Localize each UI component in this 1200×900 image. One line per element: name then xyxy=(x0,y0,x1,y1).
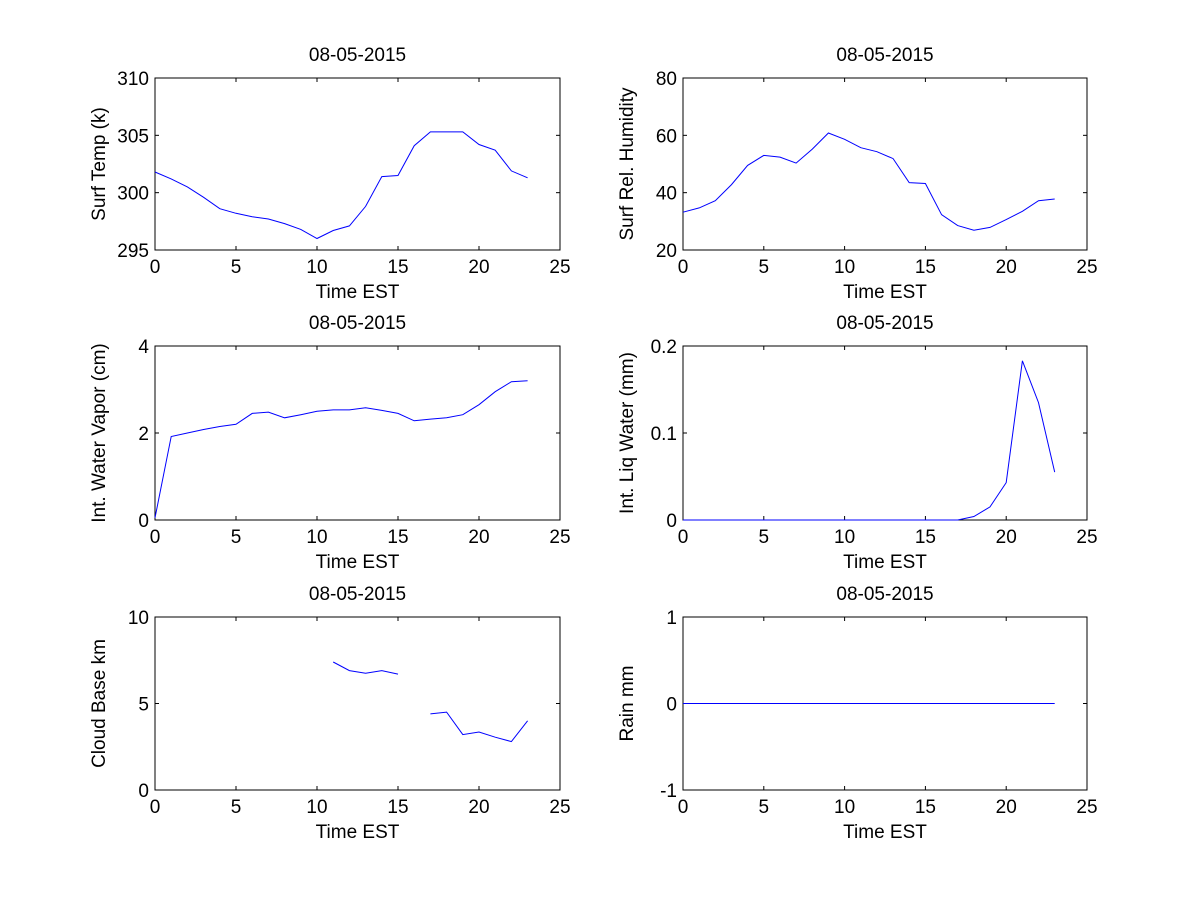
x-tick-label: 20 xyxy=(996,797,1017,818)
y-tick-label: 10 xyxy=(128,608,149,629)
y-tick-label: 0.2 xyxy=(651,337,677,358)
x-axis-label: Time EST xyxy=(316,552,400,573)
y-axis-label: Int. Water Vapor (cm) xyxy=(89,343,110,522)
x-tick-label: 5 xyxy=(759,527,770,548)
y-axis-label: Surf Rel. Humidity xyxy=(617,87,638,241)
y-tick-label: 40 xyxy=(656,184,677,205)
x-tick-label: 15 xyxy=(915,257,936,278)
y-tick-label: 1 xyxy=(666,608,677,629)
x-tick-label: 0 xyxy=(150,797,161,818)
series-line xyxy=(683,360,1056,521)
x-tick-label: 15 xyxy=(915,797,936,818)
axes-frame xyxy=(154,616,561,791)
y-tick-label: 0 xyxy=(138,781,149,802)
y-tick-label: 20 xyxy=(656,241,677,262)
x-axis-label: Time EST xyxy=(843,282,927,303)
x-tick-label: 20 xyxy=(996,527,1017,548)
x-tick-label: 20 xyxy=(996,257,1017,278)
x-tick-label: 20 xyxy=(468,527,489,548)
y-axis-label: Rain mm xyxy=(617,665,638,741)
x-tick-label: 25 xyxy=(549,257,570,278)
x-tick-label: 20 xyxy=(468,257,489,278)
x-tick-label: 15 xyxy=(387,257,408,278)
x-tick-label: 15 xyxy=(915,527,936,548)
y-tick-label: 80 xyxy=(656,69,677,90)
subplot-3: 0 5 10 15 20 25 0 2 4 08-05-2015 Time EST Int. Wate… xyxy=(89,313,571,573)
y-tick-label: 2 xyxy=(138,424,149,445)
y-tick-label: 5 xyxy=(138,695,149,716)
x-axis-label: Time EST xyxy=(316,822,400,843)
x-tick-label: 10 xyxy=(306,527,327,548)
x-tick-label: 0 xyxy=(150,527,161,548)
x-tick-label: 5 xyxy=(759,797,770,818)
x-axis-label: Time EST xyxy=(843,822,927,843)
x-tick-label: 5 xyxy=(759,257,770,278)
subplot-5: 0 5 10 15 20 25 0 5 10 08-05-2015 Time EST Cloud Ba… xyxy=(89,584,571,843)
y-tick-label: 300 xyxy=(117,184,149,205)
series-line xyxy=(332,661,399,675)
x-tick-label: 25 xyxy=(549,527,570,548)
x-tick-label: 15 xyxy=(387,797,408,818)
subplot-4: 0 5 10 15 20 25 0 0.1 0.2 08-05-2015 Time EST Int. … xyxy=(617,313,1098,573)
subplot-title: 08-05-2015 xyxy=(309,313,406,334)
y-tick-label: 0 xyxy=(666,695,677,716)
x-tick-label: 0 xyxy=(678,797,689,818)
subplot-title: 08-05-2015 xyxy=(836,45,933,66)
axes-frame xyxy=(154,77,561,251)
x-tick-label: 5 xyxy=(231,527,242,548)
x-tick-label: 10 xyxy=(306,797,327,818)
x-tick-label: 25 xyxy=(1076,797,1097,818)
subplot-title: 08-05-2015 xyxy=(836,313,933,334)
y-tick-label: -1 xyxy=(660,781,677,802)
series-line xyxy=(154,131,528,240)
x-tick-label: 10 xyxy=(834,527,855,548)
x-tick-label: 25 xyxy=(1076,527,1097,548)
axes-frame xyxy=(154,345,561,521)
subplot-title: 08-05-2015 xyxy=(836,584,933,605)
series-line xyxy=(682,132,1055,231)
y-axis-label: Surf Temp (k) xyxy=(89,107,110,221)
x-tick-label: 0 xyxy=(678,527,689,548)
x-tick-label: 5 xyxy=(231,797,242,818)
y-tick-label: 0.1 xyxy=(651,424,677,445)
subplot-1: 0 5 10 15 20 25 295 300 305 310 08-05-2015 Time EST… xyxy=(89,45,571,303)
x-tick-label: 20 xyxy=(468,797,489,818)
subplot-2: 0 5 10 15 20 25 20 40 60 80 08-05-2015 Time EST Surf… xyxy=(617,45,1098,303)
y-tick-label: 0 xyxy=(138,511,149,532)
y-tick-label: 305 xyxy=(117,126,149,147)
x-tick-label: 15 xyxy=(387,527,408,548)
y-axis-label: Cloud Base km xyxy=(89,639,110,768)
series-line xyxy=(154,380,528,518)
subplot-title: 08-05-2015 xyxy=(309,45,406,66)
x-tick-label: 10 xyxy=(834,257,855,278)
x-tick-label: 10 xyxy=(834,797,855,818)
x-tick-label: 0 xyxy=(150,257,161,278)
x-tick-label: 0 xyxy=(678,257,689,278)
y-tick-label: 0 xyxy=(666,511,677,532)
x-tick-label: 10 xyxy=(306,257,327,278)
axes-frame xyxy=(682,345,1088,521)
x-tick-label: 25 xyxy=(549,797,570,818)
x-axis-label: Time EST xyxy=(316,282,400,303)
y-tick-label: 310 xyxy=(117,69,149,90)
x-tick-label: 25 xyxy=(1076,257,1097,278)
axes-frame xyxy=(682,77,1088,251)
x-tick-label: 5 xyxy=(231,257,242,278)
y-axis-label: Int. Liq Water (mm) xyxy=(617,352,638,514)
subplot-title: 08-05-2015 xyxy=(309,584,406,605)
y-tick-label: 295 xyxy=(117,241,149,262)
y-tick-label: 4 xyxy=(138,337,149,358)
x-axis-label: Time EST xyxy=(843,552,927,573)
y-tick-label: 60 xyxy=(656,126,677,147)
series-line xyxy=(430,711,528,743)
